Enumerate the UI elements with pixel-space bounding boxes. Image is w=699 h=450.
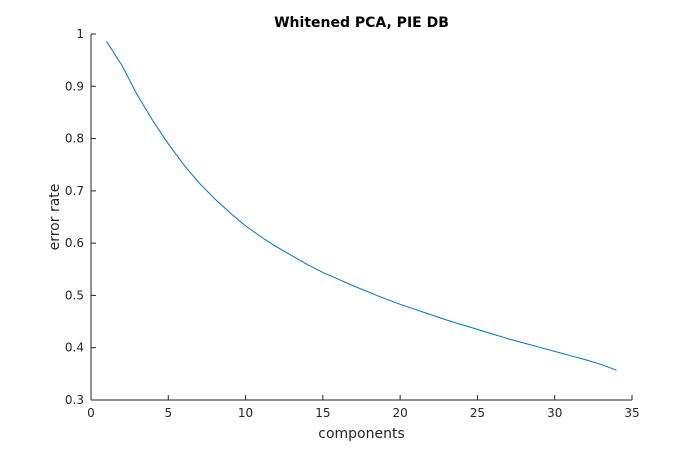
x-tick-label: 15 — [315, 406, 330, 420]
x-tick-label: 35 — [624, 406, 639, 420]
y-tick-label: 0.4 — [65, 341, 84, 355]
series-group — [106, 41, 617, 371]
x-axis-label: components — [318, 426, 405, 442]
y-tick-label: 0.5 — [65, 288, 84, 302]
x-tick-label: 5 — [164, 406, 172, 420]
plot-area — [91, 34, 632, 400]
x-tick-label: 0 — [87, 406, 95, 420]
y-tick-label: 0.8 — [65, 132, 84, 146]
y-tick-label: 0.9 — [65, 79, 84, 93]
y-tick-label: 0.7 — [65, 184, 84, 198]
y-tick-label: 1 — [76, 27, 84, 41]
x-tick-label: 25 — [470, 406, 485, 420]
y-tick-label: 0.3 — [65, 393, 84, 407]
chart-title: Whitened PCA, PIE DB — [274, 15, 449, 31]
y-axis-label: error rate — [47, 184, 63, 251]
y-tick-label: 0.6 — [65, 236, 84, 250]
x-tick-label: 10 — [238, 406, 253, 420]
axes-lines — [90, 34, 632, 401]
x-tick-label: 30 — [547, 406, 562, 420]
ticks: 0 5 10 15 20 25 30 35 0.3 0.4 0.5 0.6 0.7 0.8 0.9 1 — [65, 27, 640, 420]
series-line — [106, 41, 617, 371]
x-tick-label: 20 — [393, 406, 408, 420]
